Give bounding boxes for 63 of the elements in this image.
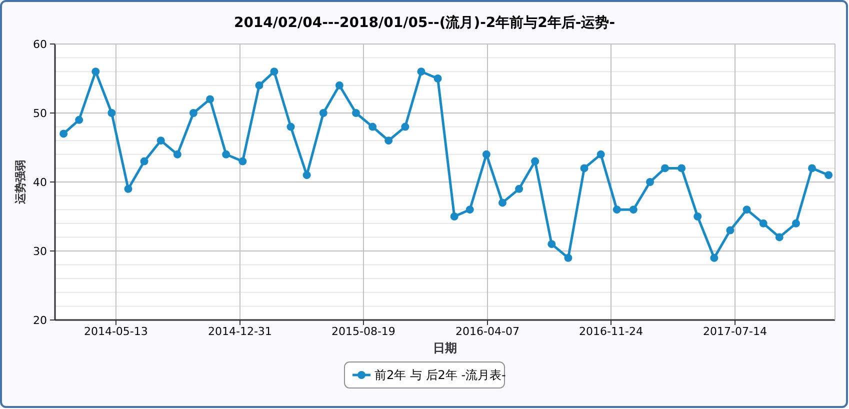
point [742,206,751,214]
point [660,164,669,172]
point [368,122,377,131]
point [808,164,816,172]
point [255,81,264,90]
point [646,178,654,186]
point [580,164,588,172]
point [108,109,116,117]
point [173,150,182,158]
point [92,68,100,76]
point [482,150,490,158]
point [548,240,556,248]
point [450,212,458,220]
point [352,109,360,117]
point [564,254,572,262]
point [775,233,784,242]
point [286,122,295,131]
x-tick-label: 2014-12-31 [208,325,272,338]
point [710,254,718,262]
y-tick-label: 50 [33,107,47,120]
y-tick-label: 30 [33,245,47,258]
point [531,157,540,166]
point [335,81,344,90]
point [678,164,686,172]
point [417,68,426,76]
point [466,206,474,214]
x-tick-label: 2016-11-24 [579,325,643,338]
point [238,157,247,166]
x-axis-title: 日期 [433,341,457,355]
point [401,122,410,131]
chart-title: 2014/02/04---2018/01/05--(流月)-2年前与2年后-运势- [234,14,616,31]
point [189,109,198,117]
point [206,95,214,104]
point [434,74,442,82]
point [222,150,230,158]
x-tick-label: 2015-08-19 [332,325,396,338]
legend-label: 前2年 与 后2年 -流月表- [374,368,506,382]
point [124,184,132,193]
y-tick-label: 40 [33,176,47,189]
y-tick-label: 60 [33,38,47,51]
point [629,206,638,214]
x-tick-label: 2016-04-07 [456,325,520,338]
point [498,198,506,207]
point [60,130,68,138]
point [302,171,311,180]
point [596,150,605,158]
y-axis-title: 运势强弱 [14,160,27,205]
x-tick-label: 2014-05-13 [84,325,148,338]
point [140,157,148,166]
point [792,219,800,228]
point [759,219,768,228]
point [270,68,278,76]
x-tick-label: 2017-07-14 [703,325,767,338]
point [319,109,328,117]
point [726,226,734,234]
point [75,116,84,124]
point [515,184,524,193]
point [612,206,621,214]
y-tick-label: 20 [33,314,47,327]
point [384,136,393,145]
point [824,171,833,180]
point [694,212,702,220]
point [156,136,165,145]
